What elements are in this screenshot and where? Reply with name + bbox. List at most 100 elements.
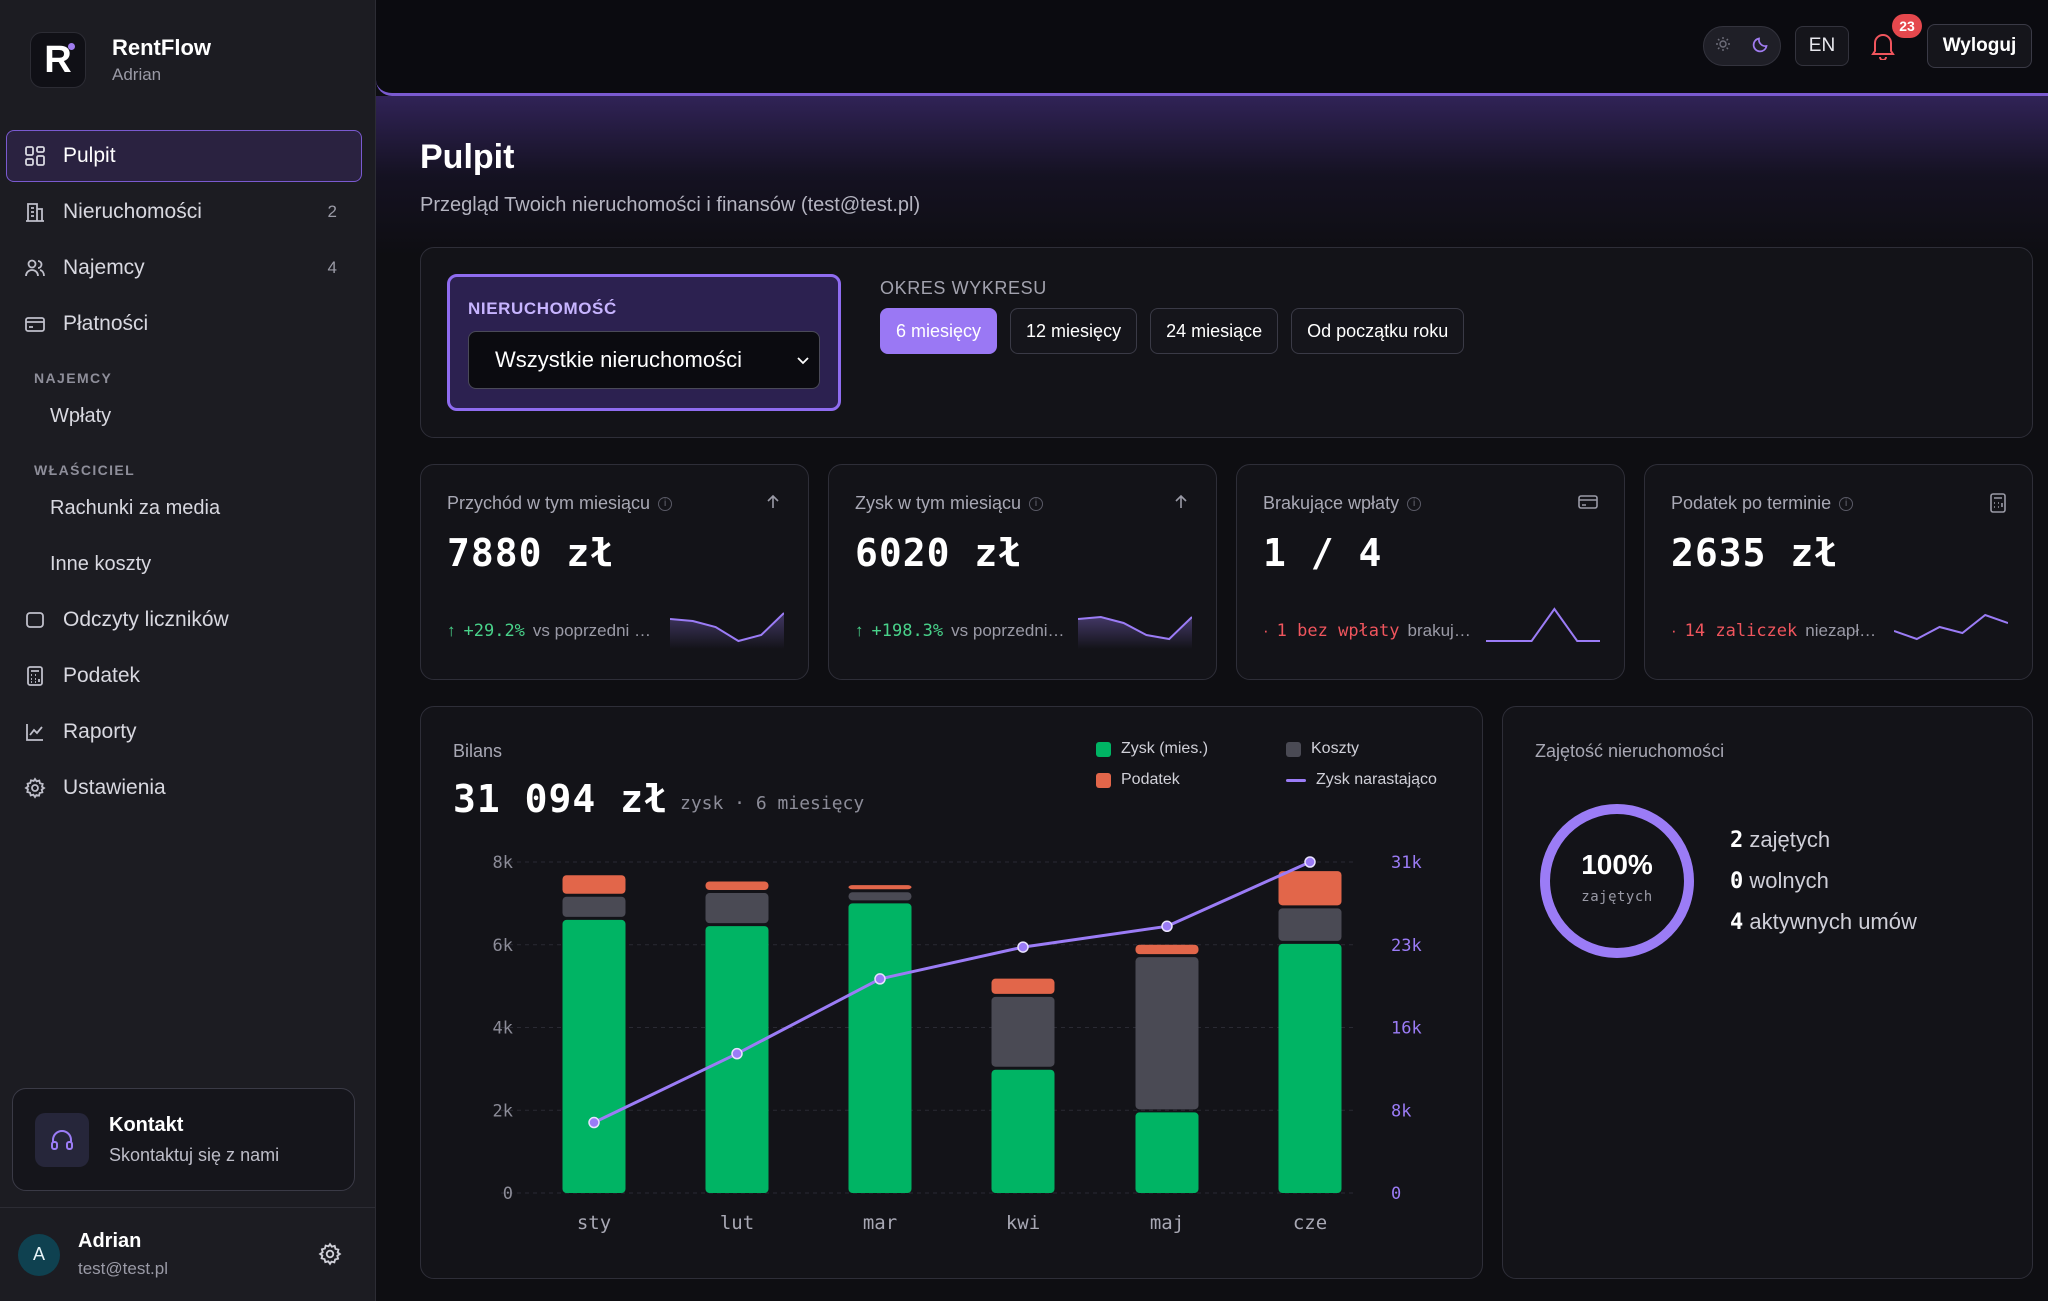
bar-koszty-maj[interactable]: [1135, 957, 1199, 1110]
ring-fill: [1540, 804, 1694, 958]
sidebar-item-nieruchomosci[interactable]: Nieruchomości 2: [6, 186, 362, 238]
sidebar-item-label: Pulpit: [63, 144, 116, 167]
avatar[interactable]: A: [18, 1233, 60, 1276]
stat-value: 1 / 4: [1263, 531, 1383, 575]
bar-koszty-sty[interactable]: [562, 896, 626, 917]
info-icon[interactable]: i: [658, 496, 673, 511]
property-select[interactable]: Wszystkie nieruchomości: [468, 331, 820, 389]
stat-card-profit[interactable]: Zysk w tym miesiącu i 6020 zł ↑ +198.3% v…: [828, 464, 1217, 680]
occupied-text: zajętych: [1749, 827, 1831, 852]
sidebar-item-rachunki[interactable]: Rachunki za media: [50, 496, 221, 519]
contact-card[interactable]: Kontakt Skontaktuj się z nami: [12, 1088, 355, 1191]
sidebar-nav: Pulpit Nieruchomości 2 Najemcy 4 Płatnoś…: [6, 130, 362, 818]
stat-card-missing-payments[interactable]: Brakujące wpłaty i 1 / 4 · 1 bez wpłaty b…: [1236, 464, 1625, 680]
trend-value: 1 bez wpłaty: [1276, 621, 1400, 641]
sidebar-item-inne-koszty[interactable]: Inne koszty: [50, 552, 152, 575]
bar-podatek-kwi[interactable]: [991, 978, 1055, 994]
bar-zysk-mar[interactable]: [848, 903, 912, 1193]
sidebar-item-wplaty[interactable]: Wpłaty: [50, 404, 112, 427]
bar-podatek-cze[interactable]: [1278, 871, 1342, 906]
sidebar: R RentFlow Adrian Pulpit Nieruchomości 2: [0, 0, 376, 1301]
logout-button[interactable]: Wyloguj: [1927, 24, 2032, 68]
cumulative-point[interactable]: [588, 1116, 600, 1129]
sidebar-item-odczyty[interactable]: Odczyty liczników: [6, 594, 362, 646]
legend-item-profit[interactable]: Zysk (mies.): [1096, 740, 1208, 758]
cumulative-point[interactable]: [874, 973, 886, 985]
info-icon[interactable]: i: [1839, 496, 1854, 511]
info-icon[interactable]: i: [1029, 496, 1044, 511]
chart-line-icon: [23, 720, 47, 744]
users-icon: [23, 256, 47, 280]
sidebar-item-pulpit[interactable]: Pulpit: [6, 130, 362, 182]
contact-subtitle: Skontaktuj się z nami: [109, 1144, 280, 1165]
sidebar-item-najemcy[interactable]: Najemcy 4: [6, 242, 362, 294]
moon-icon[interactable]: [1752, 35, 1770, 58]
bar-koszty-kwi[interactable]: [991, 996, 1055, 1067]
legend-label: Podatek: [1121, 771, 1180, 788]
sparkline-area: [1078, 617, 1192, 649]
sparkline-line: [1486, 607, 1600, 642]
cumulative-point[interactable]: [1017, 941, 1029, 953]
period-6-months-button[interactable]: 6 miesięcy: [880, 308, 998, 354]
stat-trend: · 14 zaliczek niezapłaconych: [1671, 621, 1881, 641]
trend-icon: ·: [1671, 621, 1677, 640]
period-12-months-button[interactable]: 12 miesięcy: [1010, 308, 1138, 354]
bar-zysk-sty[interactable]: [562, 919, 626, 1193]
sparkline-line: [670, 612, 784, 643]
sidebar-item-label: Płatności: [63, 312, 149, 335]
y-tick-right: 16k: [1391, 1019, 1422, 1039]
stat-value: 2635 zł: [1671, 531, 1839, 575]
user-settings-gear-icon[interactable]: [318, 1242, 342, 1271]
sidebar-item-podatek[interactable]: Podatek: [6, 650, 362, 702]
bar-zysk-lut[interactable]: [705, 926, 769, 1193]
legend-swatch: [1096, 741, 1111, 757]
calculator-icon: [23, 664, 47, 688]
sparkline: [670, 612, 784, 649]
stat-label-text: Zysk w tym miesiącu: [855, 493, 1022, 513]
cumulative-point[interactable]: [1161, 920, 1173, 933]
trend-icon: ↑: [447, 621, 456, 640]
legend-item-costs[interactable]: Koszty: [1286, 740, 1359, 758]
brand[interactable]: R RentFlow Adrian: [30, 32, 211, 88]
trend-text: niezapłaconych: [1805, 621, 1881, 640]
bar-koszty-mar[interactable]: [848, 892, 912, 901]
property-select-value: Wszystkie nieruchomości: [495, 347, 742, 372]
theme-toggle[interactable]: [1703, 26, 1781, 66]
period-24-months-button[interactable]: 24 miesiące: [1150, 308, 1279, 354]
logo-dot: [68, 43, 75, 50]
notification-badge: 23: [1892, 14, 1922, 38]
trend-value: +29.2%: [463, 621, 525, 641]
bar-zysk-kwi[interactable]: [991, 1069, 1055, 1193]
balance-chart: 0 2k 4k 6k 8k 0 8k 16k 23k 31k sty lut mar kwi maj cze: [493, 853, 1422, 1234]
bar-zysk-maj[interactable]: [1135, 1112, 1199, 1193]
contracts-number: 4: [1730, 910, 1744, 935]
bar-podatek-lut[interactable]: [705, 881, 769, 891]
info-icon[interactable]: i: [1407, 496, 1422, 511]
stat-card-revenue[interactable]: Przychód w tym miesiącu i 7880 zł ↑ +29.2…: [420, 464, 809, 680]
language-button[interactable]: EN: [1795, 26, 1849, 66]
sidebar-item-ustawienia[interactable]: Ustawienia: [6, 762, 362, 814]
bar-podatek-maj[interactable]: [1135, 944, 1199, 955]
sidebar-item-raporty[interactable]: Raporty: [6, 706, 362, 758]
bell-icon[interactable]: [1870, 30, 1896, 65]
occupied-count: 2 zajętych: [1730, 827, 1830, 853]
legend-item-cumulative[interactable]: Zysk narastająco: [1286, 771, 1437, 789]
bar-zysk-cze[interactable]: [1278, 943, 1342, 1193]
occupancy-ring: [1540, 804, 1694, 958]
sun-icon[interactable]: [1715, 36, 1731, 57]
cumulative-point[interactable]: [731, 1047, 743, 1060]
period-buttons: 6 miesięcy 12 miesięcy 24 miesiące Od po…: [880, 308, 1465, 354]
legend-item-tax[interactable]: Podatek: [1096, 771, 1180, 789]
bar-koszty-cze[interactable]: [1278, 908, 1342, 941]
bar-podatek-mar[interactable]: [848, 885, 912, 890]
bar-koszty-lut[interactable]: [705, 893, 769, 924]
y-tick-left: 6k: [493, 936, 513, 956]
sidebar-item-platnosci[interactable]: Płatności: [6, 298, 362, 350]
chevron-down-icon: [793, 350, 813, 376]
trend-text: brakujące wpłaty: [1407, 621, 1474, 640]
app-name: RentFlow: [112, 35, 211, 60]
period-ytd-button[interactable]: Od początku roku: [1291, 308, 1465, 354]
stat-card-overdue-tax[interactable]: Podatek po terminie i 2635 zł · 14 zalicz…: [1644, 464, 2033, 680]
cumulative-point[interactable]: [1304, 856, 1316, 868]
bar-podatek-sty[interactable]: [562, 875, 626, 894]
